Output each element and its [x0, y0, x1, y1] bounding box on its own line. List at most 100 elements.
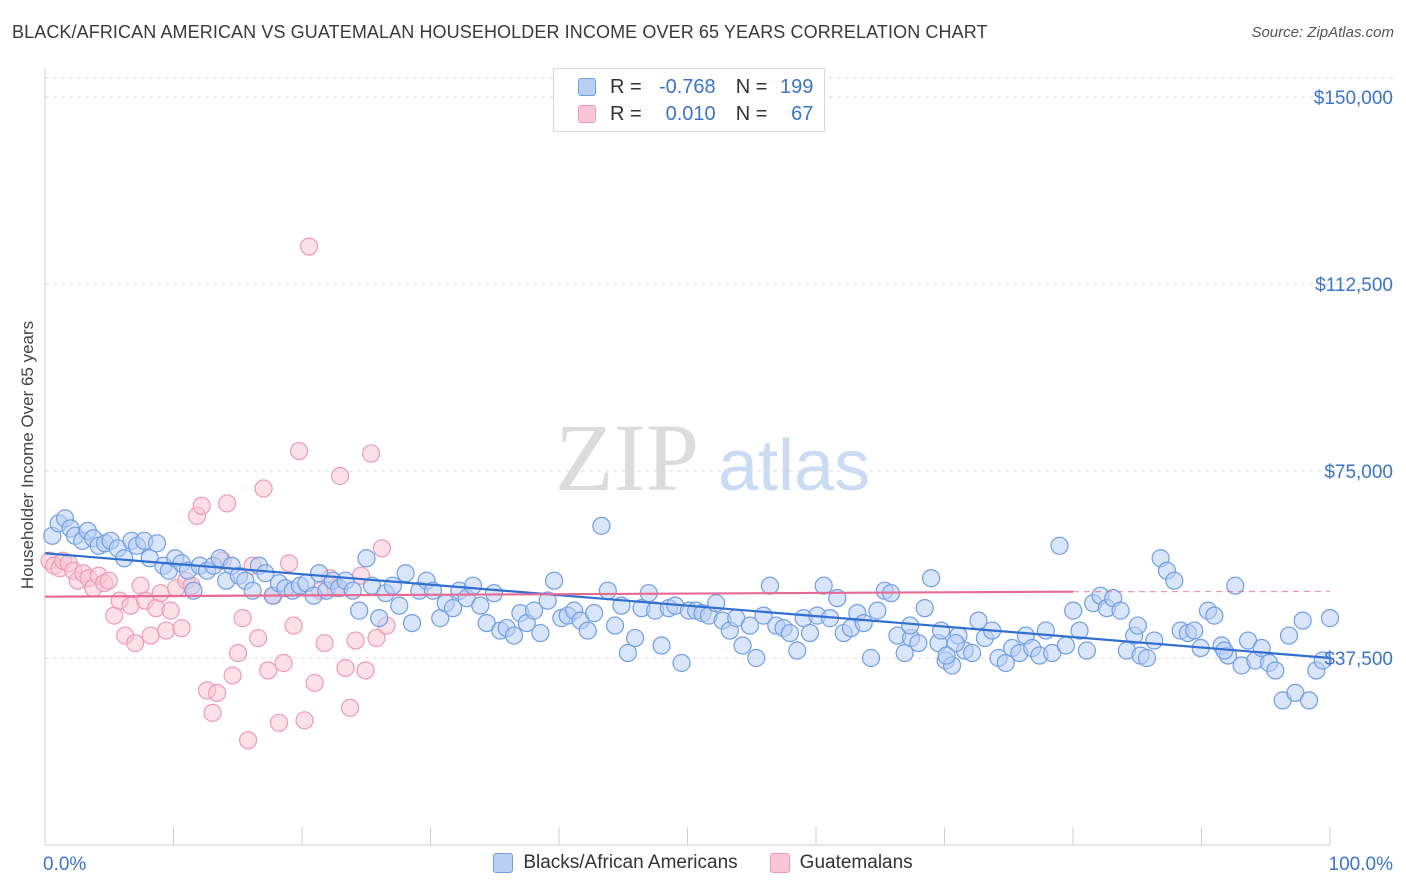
- legend-label-guatemalans: Guatemalans: [799, 852, 913, 873]
- data-point-blacks: [901, 616, 920, 635]
- data-point-blacks: [962, 643, 982, 663]
- data-point-guatemalans: [218, 494, 237, 513]
- data-point-blacks: [1036, 621, 1055, 640]
- data-point-blacks: [350, 601, 369, 620]
- legend-row-blue: R = -0.768 N = 199: [578, 74, 813, 100]
- data-point-guatemalans: [131, 576, 150, 595]
- data-point-guatemalans: [203, 703, 222, 722]
- data-point-guatemalans: [99, 571, 118, 590]
- data-point-guatemalans: [126, 633, 145, 653]
- data-point-guatemalans: [346, 631, 365, 650]
- data-point-blacks: [592, 516, 611, 535]
- data-point-blacks: [1077, 641, 1096, 660]
- data-point-blacks: [463, 576, 483, 595]
- data-point-blacks: [740, 616, 759, 635]
- data-point-guatemalans: [284, 616, 303, 635]
- series-blacks-african-americans: [43, 509, 1340, 710]
- y-tick-label: $37,500: [1324, 649, 1393, 670]
- data-point-guatemalans: [157, 621, 176, 640]
- data-point-blacks: [1056, 636, 1075, 655]
- series-guatemalans: [40, 237, 396, 750]
- data-point-guatemalans: [295, 711, 314, 730]
- data-point-blacks: [357, 549, 376, 568]
- data-point-guatemalans: [340, 698, 360, 717]
- data-point-blacks: [504, 626, 524, 645]
- data-point-blacks: [814, 576, 833, 595]
- data-point-guatemalans: [254, 479, 273, 498]
- data-point-guatemalans: [372, 539, 392, 558]
- data-point-guatemalans: [279, 554, 299, 573]
- data-point-blacks: [1299, 691, 1319, 710]
- trend-line-guatemalans: [44, 590, 1074, 598]
- data-point-blacks: [672, 653, 691, 673]
- data-point-blacks: [531, 623, 550, 643]
- legend-r-label: R =: [610, 102, 642, 125]
- data-point-guatemalans: [228, 643, 248, 663]
- data-point-blacks: [443, 599, 463, 618]
- data-point-blacks: [343, 581, 362, 600]
- data-point-blacks: [909, 633, 928, 653]
- data-point-blacks: [652, 636, 671, 655]
- tick-labels: $37,500 $75,000 $112,500 $150,000 0.0% 100.0%: [43, 88, 1393, 875]
- data-point-blacks: [1266, 661, 1285, 680]
- chart-title: BLACK/AFRICAN AMERICAN VS GUATEMALAN HOU…: [12, 22, 988, 42]
- data-point-guatemalans: [336, 658, 355, 678]
- data-point-blacks: [256, 564, 275, 583]
- data-point-blacks: [1279, 626, 1299, 645]
- data-point-blacks: [733, 636, 752, 655]
- data-point-blacks: [383, 576, 402, 595]
- data-point-guatemalans: [223, 666, 242, 685]
- trend-line-blacks: [44, 552, 1331, 660]
- data-point-blacks: [760, 576, 780, 595]
- y-tick-label: $112,500: [1315, 275, 1393, 296]
- data-point-blacks: [1226, 576, 1245, 595]
- data-point-blacks: [1128, 616, 1147, 635]
- data-point-guatemalans: [274, 653, 293, 673]
- axes: [44, 68, 1331, 846]
- data-point-blacks: [1145, 631, 1164, 650]
- legend-r-value: 0.010: [665, 102, 716, 125]
- data-point-blacks: [605, 616, 625, 635]
- data-point-blacks: [538, 591, 557, 610]
- data-point-blacks: [396, 564, 415, 583]
- data-point-blacks: [1293, 611, 1312, 630]
- data-point-blacks: [780, 623, 800, 643]
- x-tick-label: 0.0%: [43, 854, 86, 875]
- data-point-blacks: [868, 601, 887, 620]
- data-point-guatemalans: [238, 731, 258, 750]
- legend-r-value: -0.768: [658, 75, 716, 98]
- data-point-blacks: [578, 621, 597, 640]
- data-point-blacks: [937, 646, 956, 665]
- legend-n-value: 67: [791, 102, 814, 125]
- data-point-blacks: [1165, 571, 1184, 590]
- legend-row-pink: R = 0.010 N = 67: [578, 101, 813, 127]
- data-point-guatemalans: [289, 441, 309, 461]
- watermark-atlas: atlas: [718, 426, 870, 506]
- data-point-guatemalans: [361, 444, 381, 463]
- data-point-guatemalans: [192, 496, 211, 516]
- data-point-blacks: [626, 628, 645, 648]
- legend-r-label: R =: [610, 75, 642, 98]
- data-point-blacks: [1064, 601, 1083, 620]
- legend-n-value: 199: [780, 75, 814, 98]
- data-point-blacks: [1185, 621, 1204, 640]
- data-point-blacks: [544, 571, 564, 590]
- watermark: ZIP atlas: [555, 404, 870, 511]
- data-point-blacks: [585, 604, 604, 623]
- data-point-guatemalans: [208, 683, 227, 703]
- data-point-blacks: [932, 621, 951, 640]
- legend-swatch-pink: [578, 105, 596, 123]
- legend-item-blacks: Blacks/African Americans: [493, 852, 738, 874]
- data-point-blacks: [1205, 606, 1224, 625]
- source-credit: Source: ZipAtlas.com: [1251, 24, 1394, 41]
- data-point-guatemalans: [151, 584, 170, 603]
- y-tick-label: $150,000: [1314, 88, 1393, 109]
- data-point-blacks: [370, 609, 389, 628]
- legend-swatch-blue: [493, 853, 514, 873]
- watermark-zip: ZIP: [555, 404, 699, 511]
- data-point-guatemalans: [141, 626, 160, 645]
- data-point-guatemalans: [249, 628, 268, 648]
- data-point-blacks: [1137, 648, 1157, 668]
- legend-swatch-blue: [578, 78, 596, 96]
- data-point-blacks: [471, 596, 490, 615]
